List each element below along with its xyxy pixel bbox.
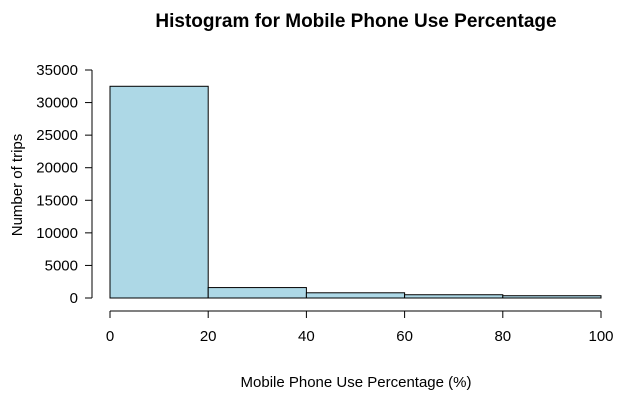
x-axis-label: Mobile Phone Use Percentage (%) (241, 374, 472, 391)
x-axis: 0 20 40 60 80 100 (106, 310, 614, 345)
y-tick-label: 5000 (45, 257, 78, 274)
histogram-bar-1 (207, 287, 307, 299)
histogram-bar-0 (109, 85, 209, 299)
x-tick-label: 60 (396, 328, 413, 345)
y-axis: 0 5000 10000 15000 20000 25000 30000 35000 (36, 62, 93, 307)
x-tick-label: 20 (200, 328, 217, 345)
x-tick-label: 80 (494, 328, 511, 345)
x-tick-label: 100 (588, 328, 613, 345)
y-tick-label: 35000 (36, 62, 78, 79)
histogram-bar-2 (305, 292, 406, 299)
x-tick-label: 0 (106, 328, 114, 345)
y-axis-label: Number of trips (9, 134, 26, 237)
bars-layer (109, 85, 602, 299)
y-tick-label: 30000 (36, 95, 78, 112)
y-tick-label: 15000 (36, 192, 78, 209)
histogram-bar-3 (404, 294, 504, 299)
y-tick-label: 10000 (36, 225, 78, 242)
y-tick-label: 0 (70, 290, 78, 307)
chart-title: Histogram for Mobile Phone Use Percentag… (155, 11, 556, 32)
y-tick-label: 20000 (36, 160, 78, 177)
histogram-bar-4 (502, 295, 602, 299)
x-tick-label: 40 (298, 328, 315, 345)
y-tick-label: 25000 (36, 127, 78, 144)
